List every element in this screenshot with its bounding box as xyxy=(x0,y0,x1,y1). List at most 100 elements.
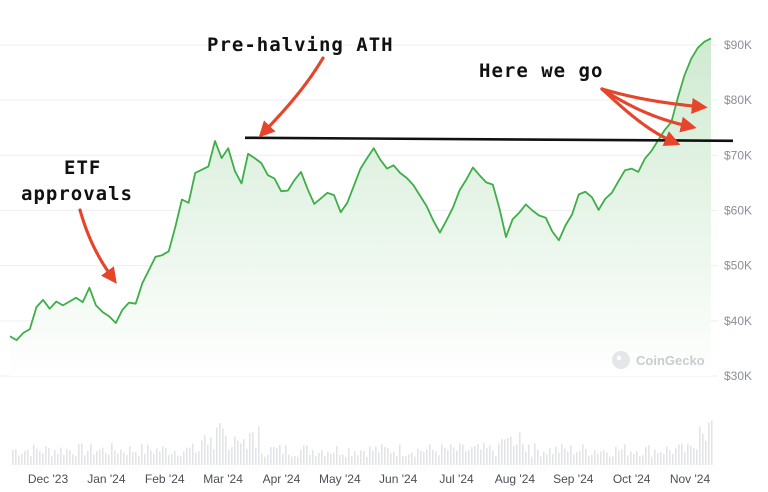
volume-bar xyxy=(660,452,662,465)
volume-bar xyxy=(387,448,389,465)
volume-bar xyxy=(18,455,20,465)
volume-bar xyxy=(135,452,137,465)
volume-bar xyxy=(633,453,635,465)
volume-bar xyxy=(525,451,527,465)
volume-bar xyxy=(624,444,626,465)
volume-bar xyxy=(156,448,158,465)
volume-bar xyxy=(126,454,128,465)
volume-bar xyxy=(345,456,347,465)
volume-bar xyxy=(549,447,551,465)
etf-annotation-label-line2: approvals xyxy=(21,183,133,205)
volume-bar xyxy=(114,450,116,465)
go-arrow-1 xyxy=(600,87,708,114)
volume-bar xyxy=(303,445,305,465)
volume-bar xyxy=(594,450,596,465)
volume-bar xyxy=(666,446,668,465)
y-tick-label: $80K xyxy=(724,93,752,107)
volume-bar xyxy=(390,453,392,465)
volume-bar xyxy=(237,440,239,465)
volume-bar xyxy=(276,447,278,465)
volume-bar xyxy=(12,450,14,465)
volume-bar xyxy=(573,454,575,465)
volume-bar xyxy=(228,449,230,465)
volume-bar xyxy=(270,447,272,465)
watermark-text: CoinGecko xyxy=(636,353,705,368)
volume-bar xyxy=(393,451,395,465)
volume-bar xyxy=(429,444,431,465)
volume-bar xyxy=(576,452,578,465)
volume-bar xyxy=(516,444,518,465)
volume-bar xyxy=(327,452,329,465)
volume-bar xyxy=(462,444,464,465)
volume-bar xyxy=(21,453,23,465)
volume-bar xyxy=(687,443,689,465)
volume-bar xyxy=(288,454,290,465)
volume-bar xyxy=(561,444,563,465)
volume-bar xyxy=(582,444,584,465)
volume-bar xyxy=(447,450,449,465)
etf-arrow xyxy=(78,208,117,284)
volume-bar xyxy=(75,456,77,465)
volume-bar xyxy=(615,446,617,465)
y-axis: $30K $40K $50K $60K $70K $80K $90K xyxy=(724,38,752,383)
volume-bar xyxy=(357,455,359,465)
volume-bar xyxy=(396,455,398,465)
x-tick-label: Apr '24 xyxy=(263,472,301,486)
volume-bar xyxy=(375,446,377,465)
volume-bar xyxy=(351,455,353,465)
y-tick-label: $90K xyxy=(724,38,752,52)
volume-bar xyxy=(147,444,149,465)
volume-bar xyxy=(456,450,458,465)
volume-bar xyxy=(495,455,497,465)
volume-bar xyxy=(438,455,440,465)
y-tick-label: $60K xyxy=(724,204,752,218)
volume-bar xyxy=(81,443,83,465)
x-tick-label: Oct '24 xyxy=(613,472,651,486)
volume-bar xyxy=(78,443,80,465)
volume-bar xyxy=(108,454,110,465)
y-tick-label: $40K xyxy=(724,314,752,328)
volume-bar xyxy=(678,444,680,465)
volume-bar xyxy=(474,445,476,465)
volume-bar xyxy=(363,451,365,465)
volume-bar xyxy=(705,440,707,465)
volume-bar xyxy=(240,443,242,465)
volume-bar xyxy=(186,447,188,465)
volume-bar xyxy=(159,451,161,465)
x-tick-label: Feb '24 xyxy=(145,472,185,486)
volume-bar xyxy=(606,452,608,465)
volume-bar xyxy=(84,455,86,465)
volume-bar xyxy=(522,444,524,465)
volume-bar xyxy=(531,456,533,465)
volume-bar xyxy=(105,453,107,465)
volume-bar xyxy=(513,446,515,465)
volume-bar xyxy=(306,445,308,465)
volume-bar xyxy=(507,438,509,465)
volume-bar xyxy=(102,447,104,465)
x-tick-label: Mar '24 xyxy=(203,472,243,486)
go-arrow-2 xyxy=(600,87,697,133)
volume-bar xyxy=(96,451,98,465)
volume-bar xyxy=(87,450,89,465)
volume-bar xyxy=(225,435,227,465)
volume-bar xyxy=(189,447,191,465)
volume-bar xyxy=(579,451,581,465)
volume-bar xyxy=(123,452,125,465)
x-tick-label: Jan '24 xyxy=(87,472,126,486)
volume-bar xyxy=(540,456,542,465)
volume-bar xyxy=(654,449,656,465)
volume-bar xyxy=(501,438,503,465)
volume-bar xyxy=(570,445,572,465)
volume-bar xyxy=(459,443,461,465)
volume-bar xyxy=(45,446,47,465)
volume-bar xyxy=(465,451,467,465)
volume-bar xyxy=(528,444,530,465)
volume-bar xyxy=(435,451,437,465)
volume-bar xyxy=(24,450,26,465)
volume-bar xyxy=(273,447,275,465)
volume-bar xyxy=(144,453,146,465)
volume-bar xyxy=(621,449,623,465)
volume-bar xyxy=(537,449,539,465)
volume-bar xyxy=(246,448,248,465)
